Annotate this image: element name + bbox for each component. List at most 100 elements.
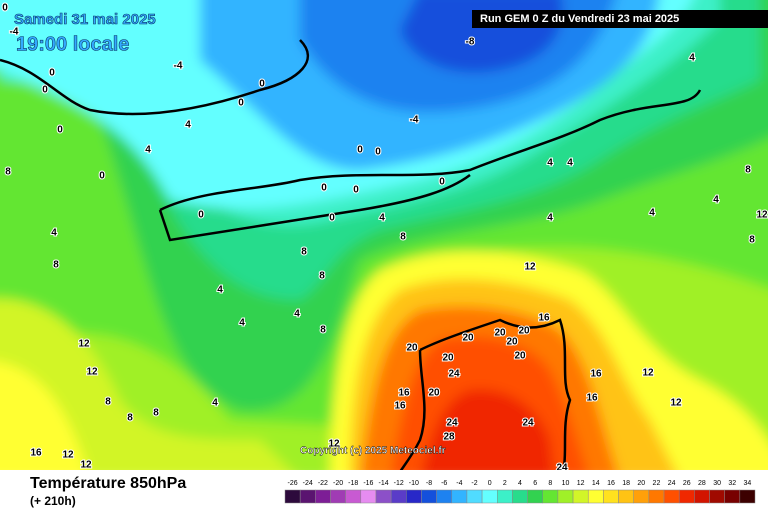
legend-swatch (512, 489, 528, 504)
legend-swatch (542, 489, 559, 504)
footer-title: Température 850hPa (30, 475, 186, 492)
contour-label: 8 (5, 167, 11, 178)
legend-swatch (299, 489, 316, 504)
contour-label: -4 (174, 61, 183, 72)
legend-swatch (633, 489, 650, 504)
legend-label: 30 (713, 480, 721, 487)
legend-swatch (315, 489, 331, 504)
legend-swatch (663, 489, 680, 504)
contour-label: 16 (586, 393, 598, 404)
copyright: Copyright (c) 2025 Meteociel.fr (300, 446, 446, 457)
legend-swatch (284, 489, 301, 504)
contour-label: 16 (538, 313, 550, 324)
contour-label: 8 (319, 271, 325, 282)
contour-label: 16 (398, 388, 410, 399)
legend-label: -22 (318, 480, 328, 487)
contour-label: 4 (567, 158, 573, 169)
contour-label: 0 (353, 185, 359, 196)
legend-label: 6 (533, 480, 537, 487)
contour-label: 0 (2, 3, 8, 14)
legend-swatch (603, 489, 619, 504)
contour-label: 20 (462, 333, 474, 344)
contour-label: 12 (86, 367, 98, 378)
contour-label: 0 (329, 213, 335, 224)
contour-label: 0 (198, 210, 204, 221)
contour-label: 0 (357, 145, 363, 156)
contour-label: 0 (42, 85, 48, 96)
legend-label: 14 (592, 480, 600, 487)
local-time: 19:00 locale (16, 33, 129, 55)
legend-label: 0 (488, 480, 492, 487)
contour-label: 20 (514, 351, 526, 362)
legend-label: -20 (333, 480, 343, 487)
contour-label: 12 (62, 450, 74, 461)
legend-label: -24 (303, 480, 313, 487)
legend-label: 12 (577, 480, 585, 487)
lead-time: (+ 210h) (30, 494, 76, 508)
contour-label: 12 (670, 398, 682, 409)
legend-swatch (421, 489, 437, 504)
contour-label: 4 (649, 208, 655, 219)
contour-label: 8 (53, 260, 59, 271)
contour-label: 8 (749, 235, 755, 246)
legend-label: -16 (363, 480, 373, 487)
legend-label: 16 (607, 480, 615, 487)
contour-label: 4 (689, 53, 695, 64)
legend-label: 26 (683, 480, 691, 487)
legend-label: -12 (394, 480, 404, 487)
legend-label: -26 (288, 480, 298, 487)
contour-label: 28 (443, 432, 455, 443)
legend-swatch (572, 489, 589, 504)
contour-label: -8 (466, 37, 475, 48)
contour-label: 0 (375, 147, 381, 158)
legend-swatch (360, 489, 377, 504)
legend-swatch (618, 489, 634, 504)
legend-label: -2 (471, 480, 477, 487)
contour-label: 24 (448, 369, 460, 380)
legend-label: 32 (728, 480, 736, 487)
legend-swatch (375, 489, 392, 504)
legend-swatch (557, 489, 574, 504)
legend-swatch (527, 489, 543, 504)
legend-label: 20 (637, 480, 645, 487)
coastlines (0, 39, 702, 481)
legend-swatch (330, 489, 346, 504)
contour-label: 24 (446, 418, 458, 429)
contour-label: 8 (301, 247, 307, 258)
contour-label: 8 (127, 413, 133, 424)
contour-label: 16 (30, 448, 42, 459)
contour-label: -4 (10, 27, 19, 38)
contour-label: -4 (410, 115, 419, 126)
legend-swatch (406, 489, 422, 504)
date: Samedi 31 mai 2025 (14, 11, 156, 28)
legend-label: 24 (668, 480, 676, 487)
contour-label: 24 (522, 418, 534, 429)
contour-label: 8 (153, 408, 159, 419)
contour-label: 20 (494, 328, 506, 339)
legend-label: -4 (456, 480, 462, 487)
legend-label: 22 (653, 480, 661, 487)
contour-label: 16 (394, 401, 406, 412)
contour-label: 0 (57, 125, 63, 136)
contour-label: 4 (713, 195, 719, 206)
contour-label: 20 (518, 326, 530, 337)
contour-label: 0 (99, 171, 105, 182)
legend-label: -14 (378, 480, 388, 487)
contour-label: 0 (321, 183, 327, 194)
legend-label: -8 (426, 480, 432, 487)
contour-label: 0 (49, 68, 55, 79)
contour-label: 20 (428, 388, 440, 399)
contour-label: 20 (442, 353, 454, 364)
legend-swatch (481, 489, 498, 504)
contour-label: 20 (506, 337, 518, 348)
legend-swatch (466, 489, 483, 504)
legend-label: -18 (348, 480, 358, 487)
color-legend: -26 -24 -22 -20 -18 -16 -14 -12 -10 -8 -6 -4 -2 0 2 4 6 8… (284, 480, 756, 504)
contour-label: 4 (217, 285, 223, 296)
contour-label: 12 (80, 460, 92, 471)
legend-swatch (724, 489, 741, 504)
contour-label: 12 (78, 339, 90, 350)
legend-swatch (451, 489, 468, 504)
legend-label: 34 (744, 480, 752, 487)
